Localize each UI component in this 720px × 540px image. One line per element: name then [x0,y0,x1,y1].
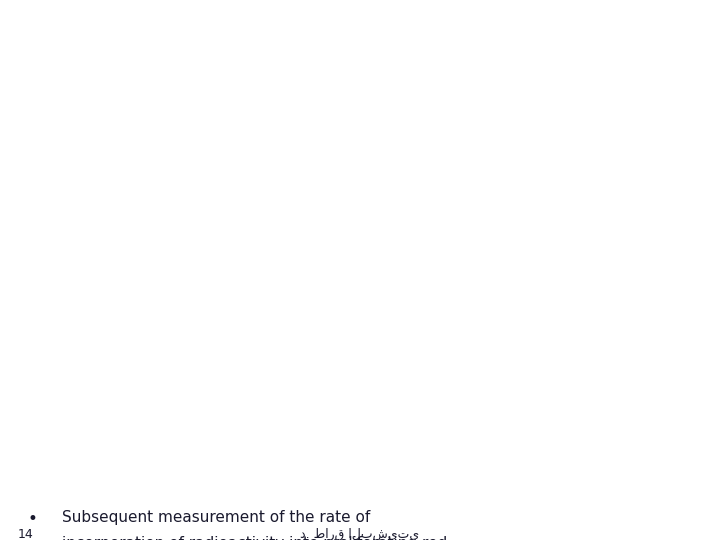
Text: •: • [28,510,38,528]
Text: 14: 14 [18,528,34,540]
Text: د. طارق البشيتي: د. طارق البشيتي [300,528,420,540]
Text: incorporation of radioactivity into proliferating red: incorporation of radioactivity into prol… [62,536,447,540]
Text: Subsequent measurement of the rate of: Subsequent measurement of the rate of [62,510,370,525]
